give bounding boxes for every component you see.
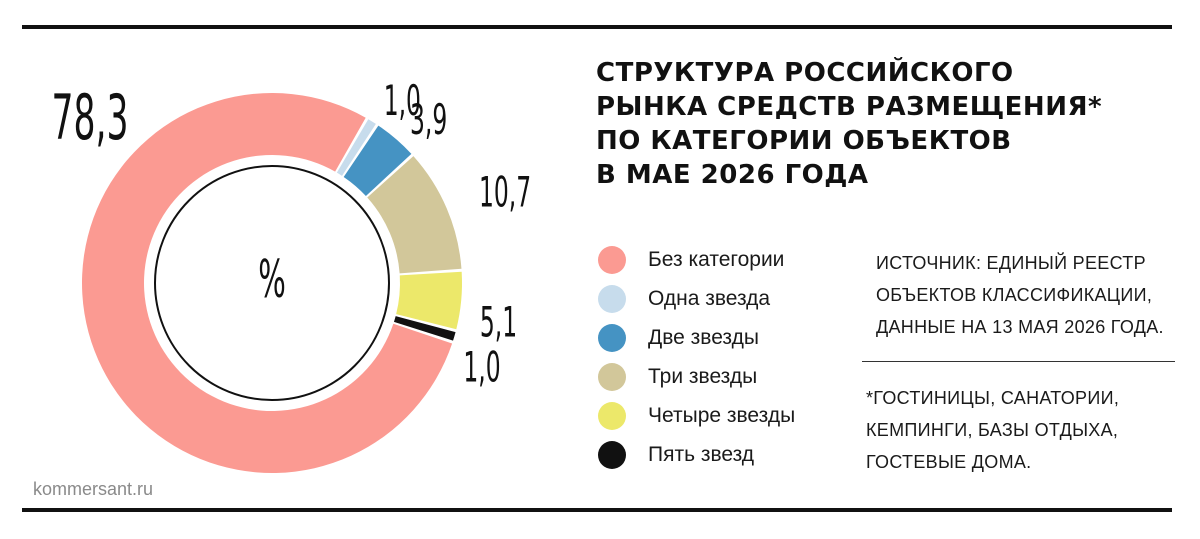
brand-link[interactable]: kommersant.ru: [33, 479, 154, 499]
footnote-line-2: КЕМПИНГИ, БАЗЫ ОТДЫХА,: [866, 420, 1119, 440]
source-line-3: ДАННЫЕ НА 13 МАЯ 2026 ГОДА.: [876, 317, 1164, 337]
value-label-two-stars: 3,9: [410, 97, 447, 145]
source-note: ИСТОЧНИК: ЕДИНЫЙ РЕЕСТР ОБЪЕКТОВ КЛАССИФ…: [876, 247, 1164, 343]
title-line-3: ПО КАТЕГОРИИ ОБЪЕКТОВ: [596, 126, 1012, 156]
value-label-no-category: 78,3: [52, 82, 129, 154]
slice-two-stars: [343, 125, 412, 197]
legend-swatch: [598, 245, 626, 274]
source-line-2: ОБЪЕКТОВ КЛАССИФИКАЦИИ,: [876, 285, 1153, 305]
legend-item-no-category: Без категории: [598, 240, 795, 279]
slice-one-star: [336, 119, 376, 176]
legend-label: Пять звезд: [648, 442, 755, 466]
top-rule: [22, 25, 1172, 29]
legend-item-one-star: Одна звезда: [598, 279, 795, 318]
legend-label: Три звезды: [648, 364, 758, 388]
value-labels: 1,03,910,75,11,078,3: [52, 78, 532, 393]
center-label: %: [258, 250, 286, 310]
title-line-4: В МАЕ 2026 ГОДА: [596, 160, 869, 190]
slice-three-stars: [367, 156, 462, 274]
value-label-one-star: 1,0: [384, 78, 421, 126]
notes-divider: [862, 361, 1175, 362]
legend-swatch: [598, 323, 626, 352]
inner-ring: [154, 165, 390, 401]
legend-item-five-stars: Пять звезд: [598, 435, 795, 474]
title-line-1: СТРУКТУРА РОССИЙСКОГО: [596, 58, 1014, 88]
legend-item-four-stars: Четыре звезды: [598, 396, 795, 435]
legend-item-two-stars: Две звезды: [598, 318, 795, 357]
value-label-three-stars: 10,7: [479, 169, 531, 217]
donut-slices: [81, 93, 463, 474]
legend-label: Две звезды: [648, 325, 759, 349]
legend-label: Четыре звезды: [648, 403, 796, 427]
legend-swatch: [598, 440, 626, 469]
value-label-five-stars: 1,0: [463, 344, 500, 392]
legend-label: Без категории: [648, 247, 785, 271]
footnote-line-3: ГОСТЕВЫЕ ДОМА.: [866, 452, 1032, 472]
source-line-1: ИСТОЧНИК: ЕДИНЫЙ РЕЕСТР: [876, 253, 1146, 273]
slice-four-stars: [396, 271, 463, 330]
bottom-rule: [22, 508, 1172, 512]
legend: Без категории Одна звезда Две звезды Три…: [598, 240, 795, 474]
value-label-four-stars: 5,1: [480, 299, 517, 347]
legend-label: Одна звезда: [648, 286, 771, 310]
chart-title: СТРУКТУРА РОССИЙСКОГО РЫНКА СРЕДСТВ РАЗМ…: [596, 56, 1176, 192]
legend-item-three-stars: Три звезды: [598, 357, 795, 396]
title-line-2: РЫНКА СРЕДСТВ РАЗМЕЩЕНИЯ*: [596, 92, 1103, 122]
legend-swatch: [598, 362, 626, 391]
donut-chart: % 1,03,910,75,11,078,3: [52, 78, 532, 474]
slice-five-stars: [393, 316, 456, 341]
legend-swatch: [598, 401, 626, 430]
footnote: *ГОСТИНИЦЫ, САНАТОРИИ, КЕМПИНГИ, БАЗЫ ОТ…: [866, 382, 1119, 478]
legend-swatch: [598, 284, 626, 313]
footnote-line-1: *ГОСТИНИЦЫ, САНАТОРИИ,: [866, 388, 1120, 408]
slice-no-category: [81, 93, 453, 474]
